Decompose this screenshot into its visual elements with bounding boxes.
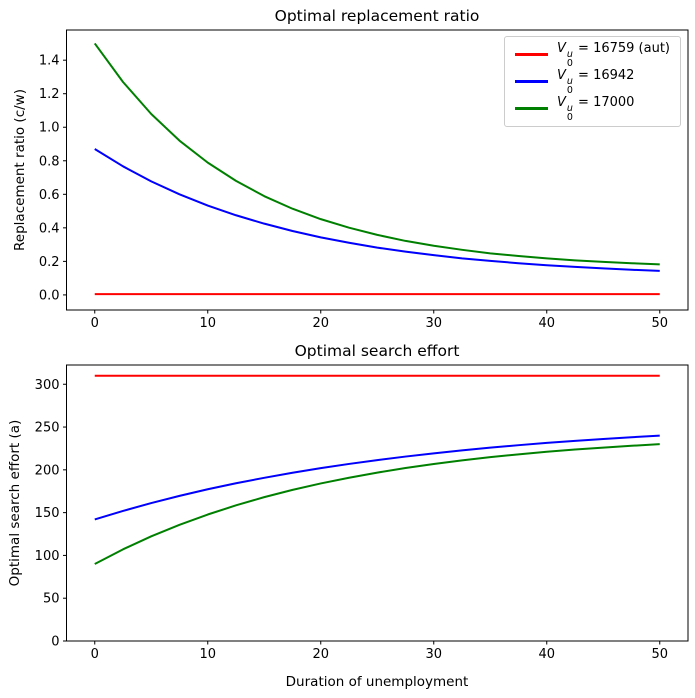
x-tick-label: 20 — [312, 647, 329, 662]
x-tick-label: 50 — [651, 647, 668, 662]
y-tick-label: 0 — [51, 635, 59, 650]
y-tick-label: 150 — [35, 506, 60, 521]
series-line-v16942 — [94, 434, 660, 521]
y-axis-label-bottom: Optimal search effort (a) — [7, 419, 23, 587]
y-tick-label: 0.6 — [39, 188, 60, 203]
x-tick-label: 0 — [91, 647, 99, 662]
series-line-v17000 — [93, 42, 660, 266]
y-axis-label-top: Replacement ratio (c/w) — [12, 89, 28, 251]
x-tick-label: 0 — [91, 316, 99, 331]
y-tick-label: 1.2 — [39, 87, 60, 102]
y-tick-label: 0.8 — [39, 154, 60, 169]
axes-spines — [66, 364, 689, 642]
y-tick-label: 250 — [35, 421, 60, 436]
y-tick-label: 100 — [35, 549, 60, 564]
x-axis-label: Duration of unemployment — [285, 674, 469, 690]
axes-spines — [66, 29, 689, 311]
chart-title-top: Optimal replacement ratio — [274, 7, 480, 25]
x-tick-label: 10 — [199, 647, 216, 662]
y-tick-label: 0.0 — [39, 288, 60, 303]
x-tick-label: 30 — [425, 647, 442, 662]
x-tick-label: 30 — [425, 316, 442, 331]
y-tick-label: 1.0 — [39, 121, 60, 136]
series-line-v16942 — [94, 148, 660, 272]
series-line-v17000 — [94, 443, 660, 565]
y-tick-label: 0.4 — [39, 221, 60, 236]
x-tick-label: 50 — [651, 316, 668, 331]
x-tick-label: 20 — [312, 316, 329, 331]
x-tick-label: 40 — [538, 316, 555, 331]
legend-line-swatch — [514, 80, 548, 83]
y-tick-label: 300 — [35, 378, 60, 393]
chart-title-bottom: Optimal search effort — [294, 342, 460, 360]
y-tick-label: 50 — [43, 592, 60, 607]
y-tick-label: 0.2 — [39, 255, 60, 270]
legend-line-swatch — [514, 107, 548, 110]
y-tick-label: 200 — [35, 463, 60, 478]
legend-line-swatch — [514, 53, 548, 56]
x-tick-label: 40 — [538, 647, 555, 662]
y-tick-label: 1.4 — [39, 54, 60, 69]
x-tick-label: 10 — [199, 316, 216, 331]
